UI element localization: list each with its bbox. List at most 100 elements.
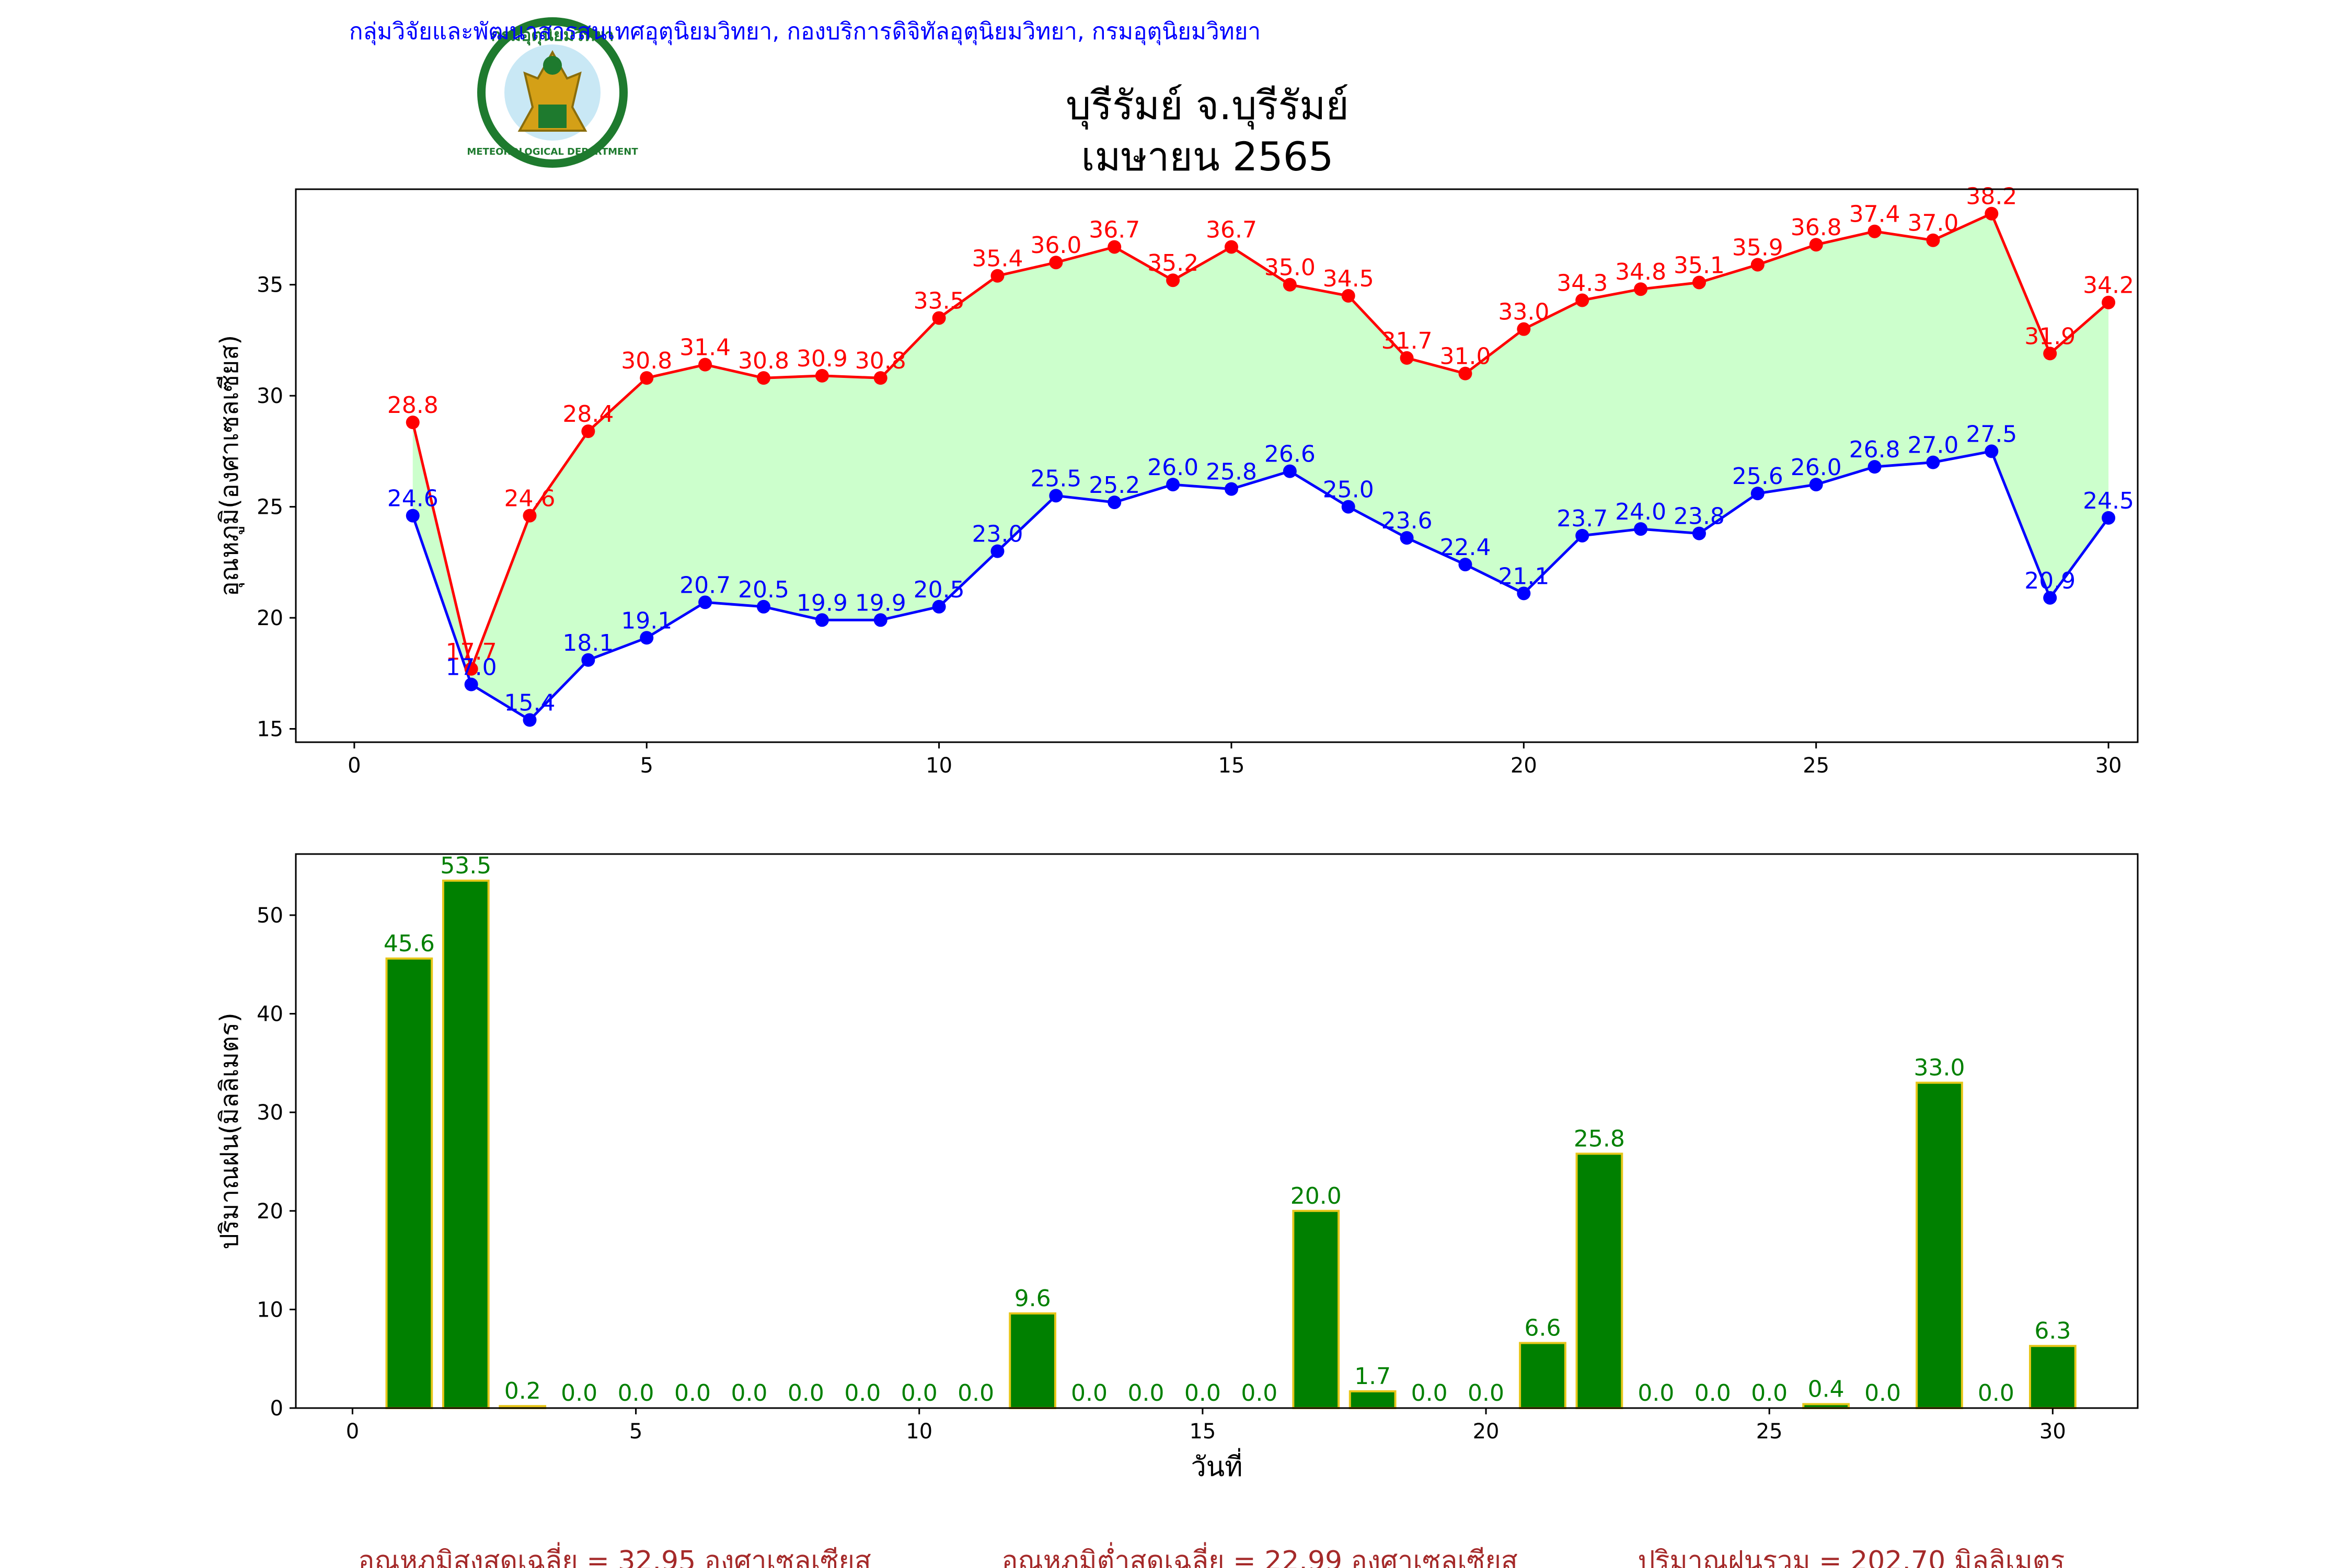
max-temperature-point (1692, 275, 1706, 290)
min-temperature-point (1692, 526, 1706, 540)
max-temperature-data-label: 34.2 (2083, 272, 2134, 299)
rainfall-data-label: 0.2 (504, 1378, 541, 1404)
max-temperature-data-label: 34.3 (1557, 270, 1608, 296)
min-temperature-point (932, 599, 946, 614)
max-temperature-point (756, 371, 770, 385)
min-temperature-data-label: 20.9 (2024, 568, 2076, 594)
summary-total-rain: ปริมาณฝนรวม = 202.70 มิลลิเมตร (1638, 1546, 2065, 1568)
temperature-y-tick-label: 35 (257, 273, 283, 297)
max-temperature-data-label: 34.5 (1323, 266, 1374, 292)
max-temperature-line (411, 212, 2109, 674)
min-temperature-point (756, 599, 770, 614)
max-temperature-data-label: 30.8 (738, 348, 789, 374)
min-temperature-data-label: 25.2 (1089, 472, 1140, 499)
min-temperature-data-label: 25.8 (1206, 459, 1257, 486)
logo-top-text: กรมอุตุนิยมวิทยา (491, 25, 614, 46)
max-temperature-data-label: 36.7 (1089, 216, 1140, 243)
min-temperature-data-label: 26.0 (1147, 454, 1198, 481)
rainfall-data-label: 0.0 (731, 1380, 767, 1406)
rainfall-x-tick-label: 5 (629, 1420, 642, 1444)
max-temperature-point (1985, 206, 1999, 221)
rainfall-x-tick-label: 15 (1189, 1420, 1216, 1444)
min-temperature-data-label: 24.5 (2083, 488, 2134, 514)
max-temperature-point (640, 371, 654, 385)
max-temperature-data-label: 36.7 (1206, 216, 1257, 243)
max-temperature-point (1750, 258, 1765, 272)
rainfall-data-label: 0.0 (958, 1380, 994, 1406)
min-temperature-data-label: 20.5 (914, 577, 965, 603)
rainfall-y-tick-label: 50 (257, 904, 283, 928)
rainfall-data-label: 0.4 (1808, 1376, 1844, 1402)
temperature-y-axis-label: อุณหภูมิ(องศาเซลเซียส) (215, 335, 245, 596)
min-temperature-point (1224, 482, 1238, 496)
rainfall-bar (1009, 1312, 1056, 1409)
rainfall-plot-frame (295, 853, 2139, 1409)
max-temperature-point (873, 371, 887, 385)
rainfall-x-tick-label: 30 (2039, 1420, 2066, 1444)
rainfall-data-label: 25.8 (1574, 1125, 1625, 1152)
max-temperature-point (815, 368, 829, 383)
temperature-y-tick-label: 25 (257, 495, 283, 520)
rainfall-y-tick-label: 40 (257, 1002, 283, 1027)
summary-avg-max: อุณหภูมิสูงสุดเฉลี่ย = 32.95 องศาเซลเซีย… (358, 1542, 871, 1568)
min-temperature-point (1634, 522, 1648, 536)
max-temperature-data-label: 30.8 (621, 348, 672, 374)
rainfall-chart: 45.6 53.5 0.2 0.0 0.0 0.0 0.0 0.0 0.0 0.0 0.0 9.6 0.… (215, 852, 2139, 1483)
min-temperature-point (581, 653, 595, 667)
rainfall-y-tick-label: 20 (257, 1200, 283, 1224)
min-temperature-data-label: 18.1 (562, 630, 614, 656)
min-temperature-data-label: 23.0 (972, 521, 1023, 548)
max-temperature-data-label: 35.4 (972, 246, 1023, 272)
min-temperature-data-label: 15.4 (504, 690, 556, 717)
rainfall-data-label: 0.0 (1468, 1380, 1504, 1406)
min-temperature-point (990, 544, 1005, 558)
rainfall-data-label: 0.0 (1638, 1380, 1674, 1406)
max-temperature-data-label: 28.8 (387, 392, 439, 419)
max-temperature-data-label: 36.8 (1791, 214, 1842, 241)
min-temperature-point (2102, 511, 2116, 525)
max-temperature-point (1166, 273, 1180, 287)
min-temperature-data-label: 26.8 (1849, 436, 1900, 463)
max-temperature-point (932, 311, 946, 325)
min-temperature-point (1867, 460, 1882, 474)
max-temperature-point (1926, 233, 1940, 247)
rainfall-data-label: 0.0 (1071, 1380, 1108, 1406)
max-temperature-point (1108, 240, 1122, 254)
min-temperature-data-label: 27.0 (1907, 432, 1958, 459)
rainfall-data-label: 0.0 (1694, 1380, 1731, 1406)
max-temperature-data-label: 37.4 (1849, 201, 1900, 228)
rainfall-data-label: 0.0 (1978, 1380, 2014, 1406)
rainfall-data-label: 0.0 (1127, 1380, 1164, 1406)
min-temperature-data-label: 27.5 (1966, 421, 2017, 447)
min-temperature-point (1575, 528, 1589, 543)
max-temperature-data-label: 30.9 (797, 345, 848, 372)
min-temperature-point (1809, 478, 1823, 492)
department-text: กลุ่มวิจัยและพัฒนาสารสนเทศอุตุนิยมวิทยา,… (349, 18, 1261, 45)
min-temperature-data-label: 19.9 (797, 590, 848, 616)
min-temperature-point (815, 613, 829, 627)
rainfall-data-label: 0.0 (901, 1380, 938, 1406)
rainfall-data-label: 0.0 (1864, 1380, 1901, 1406)
rainfall-data-label: 45.6 (384, 930, 435, 957)
rainfall-y-axis-label: ปริมาณฝน(มิลลิเมตร) (215, 1012, 244, 1249)
rainfall-bar (1916, 1081, 1963, 1409)
max-temperature-point (523, 509, 537, 523)
temperature-x-tick-label: 25 (1803, 754, 1829, 778)
min-temperature-data-label: 25.6 (1732, 463, 1783, 490)
rainfall-x-tick-label: 20 (1473, 1420, 1500, 1444)
max-temperature-point (1458, 366, 1472, 381)
temperature-x-tick-label: 0 (348, 754, 361, 778)
rainfall-bar (385, 957, 433, 1409)
min-temperature-data-label: 26.6 (1264, 441, 1316, 468)
rainfall-x-tick-label: 25 (1756, 1420, 1783, 1444)
min-temperature-data-label: 19.1 (621, 607, 672, 634)
temperature-y-tick-label: 20 (257, 606, 283, 630)
rainfall-bar (1519, 1342, 1566, 1410)
min-temperature-point (1926, 455, 1940, 469)
min-temperature-data-label: 26.0 (1791, 454, 1842, 481)
min-temperature-line (411, 449, 2110, 722)
rainfall-data-label: 6.3 (2034, 1318, 2071, 1344)
rainfall-data-label: 20.0 (1290, 1183, 1342, 1209)
rainfall-bar (1575, 1152, 1623, 1410)
